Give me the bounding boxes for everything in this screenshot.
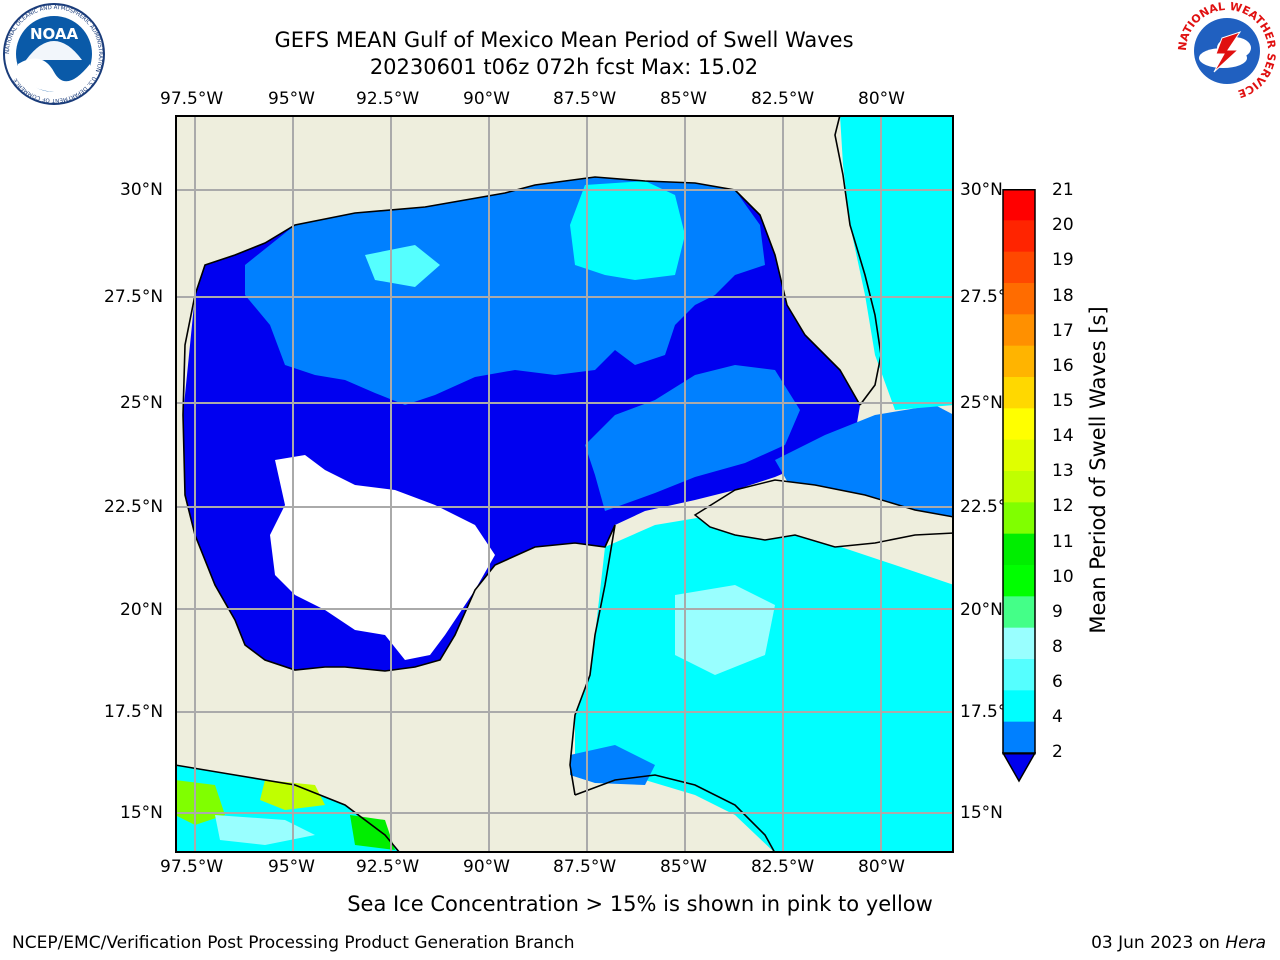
lat-label-right: 25°N <box>960 393 1003 413</box>
colorbar-segment <box>1003 502 1035 535</box>
pacific-light <box>215 815 315 845</box>
caribbean-west-mid <box>570 745 655 785</box>
lat-label-left: 27.5°N <box>104 287 164 307</box>
nws-logo: NATIONAL WEATHER SERVICE <box>1176 0 1278 102</box>
lat-label-right: 30°N <box>960 180 1003 200</box>
colorbar-segment <box>1003 283 1035 315</box>
lat-label-left: 22.5°N <box>104 497 164 517</box>
lat-label-left: 15°N <box>120 803 163 823</box>
pacific-coastline <box>174 764 401 854</box>
colorbar <box>1001 189 1037 783</box>
map-svg <box>174 114 955 854</box>
atlantic-water <box>840 115 954 410</box>
colorbar-tick-label: 18 <box>1052 286 1074 306</box>
gulf-high-ne <box>570 181 685 280</box>
noaa-logo: NOAA NATIONAL OCEANIC AND ATMOSPHERIC AD… <box>2 2 106 106</box>
map-frame <box>175 115 954 853</box>
lon-label-top: 90°W <box>463 89 510 109</box>
lon-label-bottom: 80°W <box>858 857 905 877</box>
pacific-green-3 <box>350 815 395 850</box>
lon-label-bottom: 82.5°W <box>751 857 815 877</box>
caribbean-south-light <box>675 585 775 675</box>
footer-org: NCEP/EMC/Verification Post Processing Pr… <box>12 933 575 953</box>
lat-label-left: 25°N <box>120 393 163 413</box>
lon-label-top: 87.5°W <box>553 89 617 109</box>
lat-label-right: 20°N <box>960 600 1003 620</box>
colorbar-extend-triangle <box>1001 752 1037 783</box>
map-panel <box>174 114 955 854</box>
lon-label-top: 97.5°W <box>160 89 224 109</box>
colorbar-title: Mean Period of Swell Waves [s] <box>1086 306 1110 634</box>
colorbar-tick-label: 14 <box>1052 426 1074 446</box>
central-america-coastline <box>574 774 776 854</box>
florida-coastline <box>834 114 882 406</box>
colorbar-segment <box>1003 314 1035 347</box>
map-subtitle: 20230601 t06z 072h fcst Max: 15.02 <box>369 55 759 79</box>
colorbar-segment <box>1003 721 1035 754</box>
lon-label-top: 80°W <box>858 89 905 109</box>
colorbar-segment <box>1003 627 1035 660</box>
colorbar-tick-label: 2 <box>1052 742 1063 762</box>
footer-date: 03 Jun 2023 on Hera <box>1091 933 1266 953</box>
colorbar-tick-label: 6 <box>1052 672 1063 692</box>
map-title: GEFS MEAN Gulf of Mexico Mean Period of … <box>274 28 854 52</box>
colorbar-segment <box>1003 471 1035 503</box>
colorbar-tick-label: 9 <box>1052 602 1063 622</box>
colorbar-segment <box>1003 377 1035 409</box>
colorbar-tick-label: 15 <box>1052 391 1074 411</box>
colorbar-segment <box>1003 220 1035 253</box>
colorbar-tick-label: 11 <box>1052 532 1074 552</box>
colorbar-segment <box>1003 659 1035 691</box>
lon-label-bottom: 90°W <box>463 857 510 877</box>
lat-label-right: 22.5° <box>960 497 1007 517</box>
colorbar-tick-label: 4 <box>1052 707 1063 727</box>
lon-label-bottom: 95°W <box>268 857 315 877</box>
cuba-land <box>693 479 955 548</box>
colorbar-svg <box>1001 189 1037 783</box>
colorbar-tick-label: 10 <box>1052 567 1074 587</box>
lat-label-right: 15°N <box>960 803 1003 823</box>
caribbean-water <box>575 515 954 853</box>
footer-host: Hera <box>1225 933 1266 953</box>
colorbar-segment <box>1003 565 1035 597</box>
colorbar-frame <box>1002 189 1036 755</box>
lon-label-top: 82.5°W <box>751 89 815 109</box>
colorbar-segment <box>1003 596 1035 629</box>
colorbar-tick-label: 17 <box>1052 321 1074 341</box>
sea-ice-note: Sea Ice Concentration > 15% is shown in … <box>347 892 933 916</box>
lat-label-right: 17.5° <box>960 702 1007 722</box>
us-gulf-coastline <box>194 176 861 406</box>
colorbar-segment <box>1003 408 1035 441</box>
lon-label-bottom: 85°W <box>660 857 707 877</box>
colorbar-tick-label: 21 <box>1052 180 1074 200</box>
colorbar-tick-label: 19 <box>1052 250 1074 270</box>
lon-label-bottom: 97.5°W <box>160 857 224 877</box>
footer-date-text: 03 Jun 2023 on <box>1091 933 1226 953</box>
colorbar-title-box: Mean Period of Swell Waves [s] <box>1083 190 1113 750</box>
lat-label-left: 30°N <box>120 180 163 200</box>
colorbar-segment <box>1003 533 1035 566</box>
colorbar-segment <box>1003 439 1035 472</box>
lon-label-top: 92.5°W <box>356 89 420 109</box>
lat-label-left: 17.5°N <box>104 702 164 722</box>
lon-label-bottom: 87.5°W <box>553 857 617 877</box>
graticule-grid <box>175 115 954 853</box>
lon-label-top: 95°W <box>268 89 315 109</box>
colorbar-tick-label: 16 <box>1052 356 1074 376</box>
lat-label-left: 20°N <box>120 600 163 620</box>
colorbar-tick-label: 13 <box>1052 461 1074 481</box>
lon-label-top: 85°W <box>660 89 707 109</box>
colorbar-segment <box>1003 251 1035 284</box>
lat-label-right: 27.5° <box>960 287 1007 307</box>
colorbar-segment <box>1003 345 1035 378</box>
colorbar-tick-label: 20 <box>1052 215 1074 235</box>
colorbar-segment <box>1003 189 1035 221</box>
gulf-mid-east <box>585 365 800 511</box>
lon-label-bottom: 92.5°W <box>356 857 420 877</box>
colorbar-segment <box>1003 690 1035 723</box>
noaa-logo-text: NOAA <box>30 25 79 43</box>
gulf-high-n <box>365 245 440 287</box>
colorbar-tick-label: 8 <box>1052 637 1063 657</box>
colorbar-tick-label: 12 <box>1052 496 1074 516</box>
